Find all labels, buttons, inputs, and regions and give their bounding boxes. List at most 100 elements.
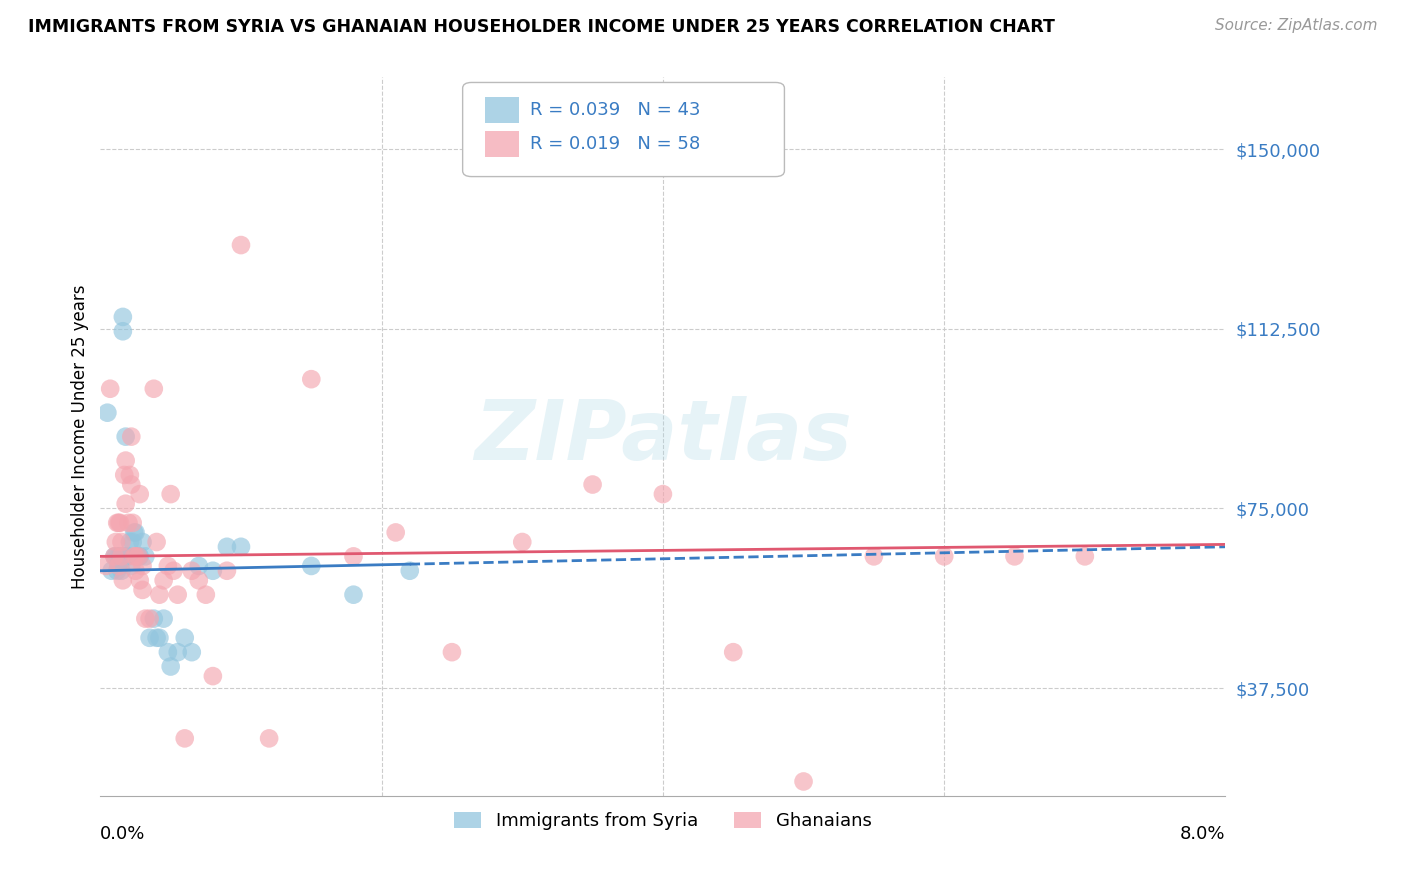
Point xyxy=(103,549,125,564)
Point xyxy=(117,549,139,564)
Point xyxy=(131,582,153,597)
Point xyxy=(342,588,364,602)
Legend: Immigrants from Syria, Ghanaians: Immigrants from Syria, Ghanaians xyxy=(447,805,879,837)
Point xyxy=(145,631,167,645)
Point xyxy=(118,467,141,482)
Point xyxy=(510,535,533,549)
Point xyxy=(127,549,149,564)
Point xyxy=(173,631,195,645)
Text: R = 0.039   N = 43: R = 0.039 N = 43 xyxy=(530,101,700,119)
Point xyxy=(1004,549,1026,564)
Point xyxy=(114,453,136,467)
Point xyxy=(108,558,131,573)
Point xyxy=(134,549,156,564)
Text: 0.0%: 0.0% xyxy=(100,824,146,843)
Point xyxy=(201,669,224,683)
Point xyxy=(107,549,129,564)
Point xyxy=(108,549,131,564)
Point xyxy=(131,558,153,573)
Point xyxy=(96,406,118,420)
Point xyxy=(793,774,815,789)
Point xyxy=(103,549,125,564)
Point xyxy=(107,516,129,530)
Text: Source: ZipAtlas.com: Source: ZipAtlas.com xyxy=(1215,18,1378,33)
Point xyxy=(110,549,132,564)
Point xyxy=(398,564,420,578)
Point xyxy=(159,659,181,673)
Point xyxy=(128,549,150,564)
Point xyxy=(342,549,364,564)
Bar xyxy=(485,97,519,123)
Point xyxy=(142,612,165,626)
Text: R = 0.019   N = 58: R = 0.019 N = 58 xyxy=(530,136,700,153)
Point xyxy=(215,564,238,578)
Point xyxy=(104,549,127,564)
Point xyxy=(134,612,156,626)
Point xyxy=(124,525,146,540)
Point xyxy=(112,467,135,482)
Point xyxy=(194,588,217,602)
Point xyxy=(100,564,122,578)
Point xyxy=(180,564,202,578)
Point xyxy=(111,324,134,338)
Point xyxy=(152,574,174,588)
Point xyxy=(581,477,603,491)
Point xyxy=(121,516,143,530)
Point xyxy=(229,238,252,252)
Point xyxy=(114,430,136,444)
Point xyxy=(152,612,174,626)
Point xyxy=(384,525,406,540)
Point xyxy=(107,558,129,573)
Point xyxy=(166,645,188,659)
Point xyxy=(121,535,143,549)
Point xyxy=(120,477,142,491)
Point xyxy=(440,645,463,659)
Point xyxy=(94,558,117,573)
Text: ZIPatlas: ZIPatlas xyxy=(474,396,852,477)
Y-axis label: Householder Income Under 25 years: Householder Income Under 25 years xyxy=(72,285,89,589)
Point xyxy=(131,535,153,549)
Point xyxy=(122,549,145,564)
Point xyxy=(173,731,195,746)
Point xyxy=(162,564,184,578)
Point xyxy=(108,516,131,530)
Point xyxy=(723,645,745,659)
Point xyxy=(156,558,179,573)
Point xyxy=(934,549,956,564)
FancyBboxPatch shape xyxy=(463,82,785,177)
Point xyxy=(229,540,252,554)
Text: IMMIGRANTS FROM SYRIA VS GHANAIAN HOUSEHOLDER INCOME UNDER 25 YEARS CORRELATION : IMMIGRANTS FROM SYRIA VS GHANAIAN HOUSEH… xyxy=(28,18,1054,36)
Point xyxy=(111,574,134,588)
Point xyxy=(110,564,132,578)
Point xyxy=(117,516,139,530)
Point xyxy=(187,558,209,573)
Point xyxy=(651,487,673,501)
Point xyxy=(114,497,136,511)
Point xyxy=(124,549,146,564)
Point xyxy=(201,564,224,578)
Point xyxy=(128,487,150,501)
Point xyxy=(128,574,150,588)
Point xyxy=(112,549,135,564)
Point xyxy=(138,612,160,626)
Point xyxy=(118,535,141,549)
Point xyxy=(98,382,121,396)
Point xyxy=(120,558,142,573)
Point xyxy=(122,525,145,540)
Point xyxy=(104,535,127,549)
Point xyxy=(110,535,132,549)
Point xyxy=(257,731,280,746)
Point xyxy=(215,540,238,554)
Point xyxy=(180,645,202,659)
Point xyxy=(145,535,167,549)
Point xyxy=(159,487,181,501)
Bar xyxy=(485,131,519,157)
Point xyxy=(105,516,128,530)
Point xyxy=(148,631,170,645)
Point xyxy=(187,574,209,588)
Point xyxy=(299,372,322,386)
Point xyxy=(863,549,886,564)
Point xyxy=(299,558,322,573)
Point xyxy=(120,430,142,444)
Point xyxy=(138,631,160,645)
